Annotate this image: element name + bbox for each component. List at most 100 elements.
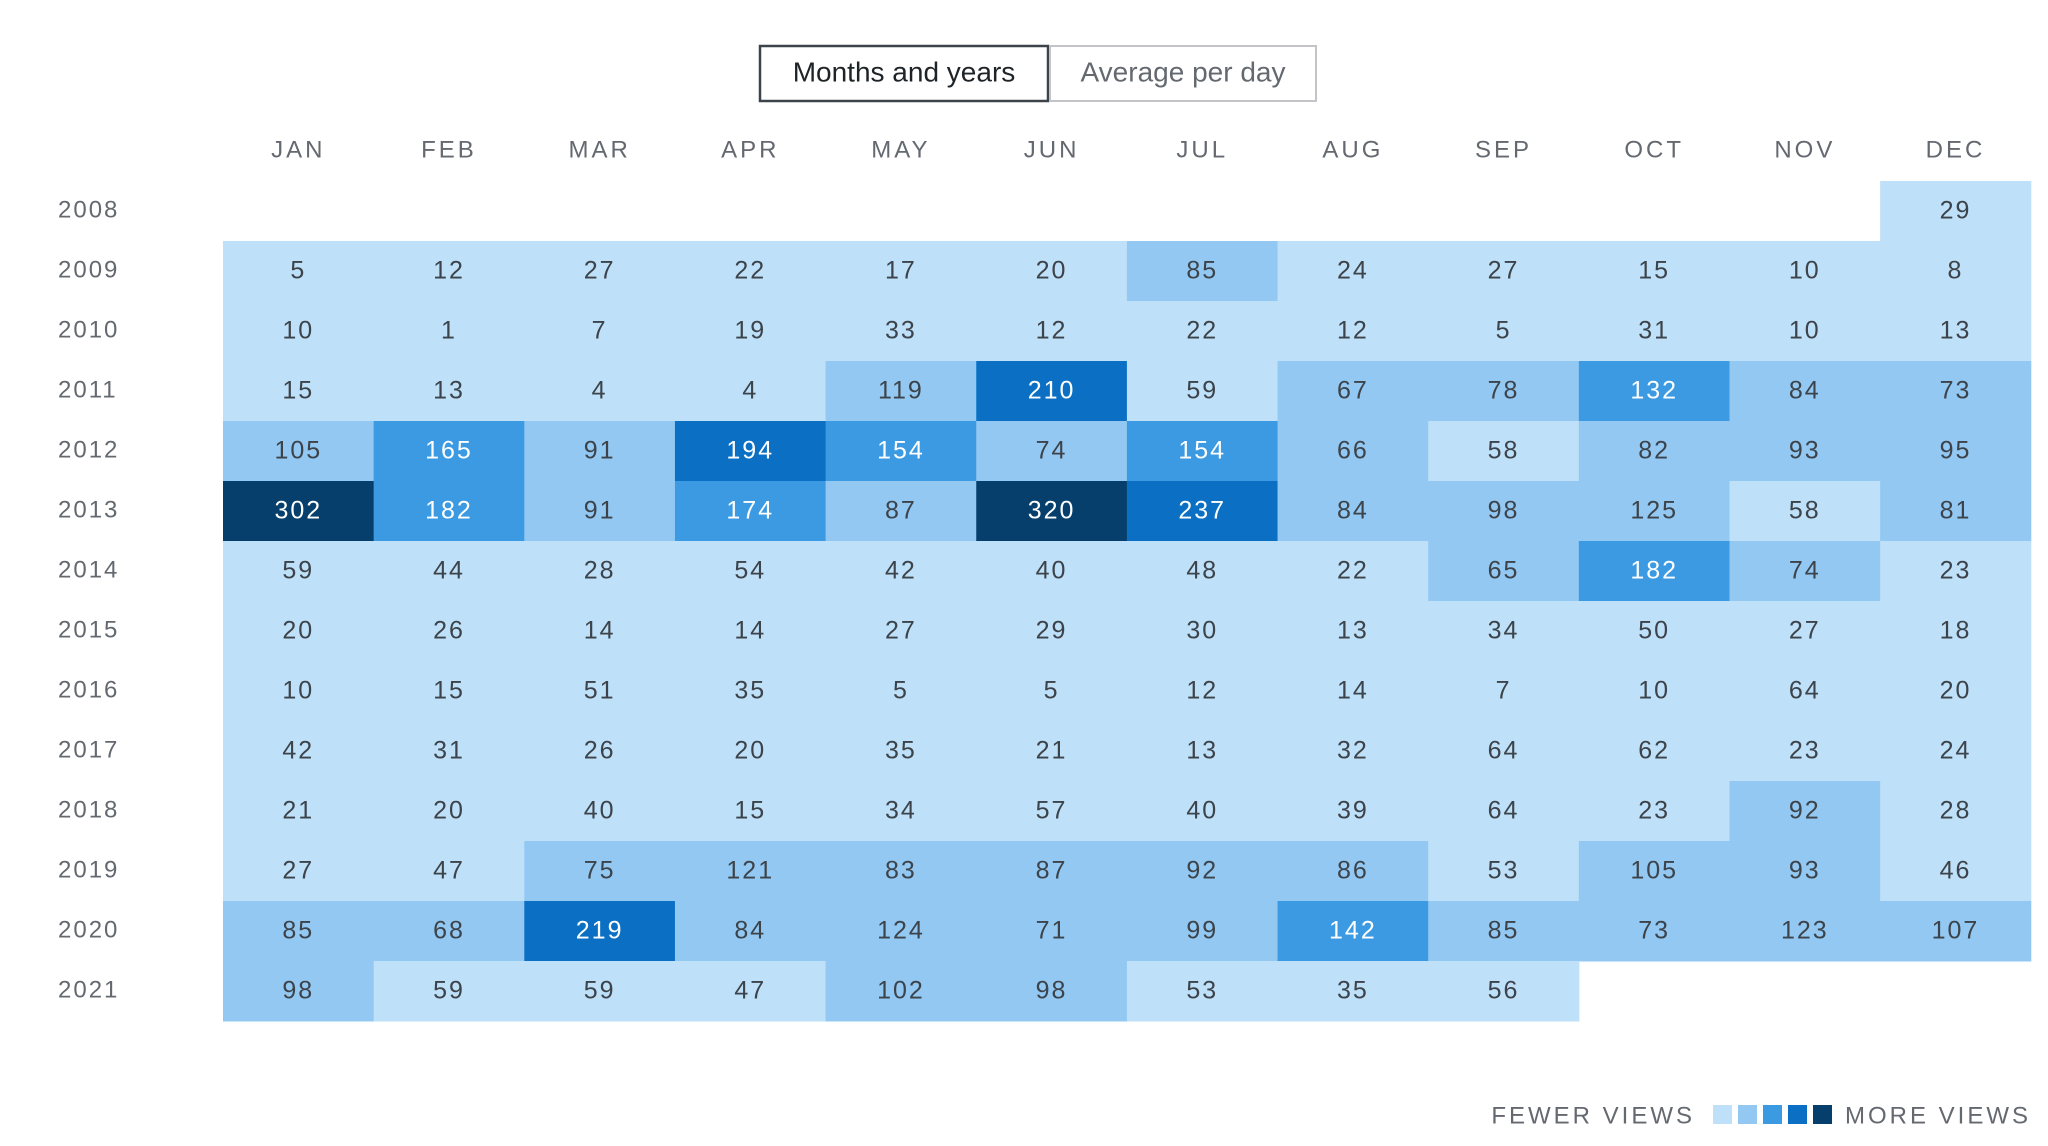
cell-value: 10 — [1638, 677, 1670, 705]
cell — [1277, 661, 1429, 722]
cell — [976, 661, 1128, 722]
cell-value: 237 — [1178, 497, 1226, 525]
cell-value: 47 — [433, 857, 465, 885]
cell — [1277, 901, 1429, 962]
cell-value: 132 — [1630, 377, 1678, 405]
cell-value: 64 — [1789, 677, 1821, 705]
legend-swatch — [1763, 1105, 1782, 1124]
cell-value: 7 — [1496, 677, 1512, 705]
cell-value: 68 — [433, 917, 465, 945]
cell-value: 121 — [726, 857, 774, 885]
cell — [1428, 361, 1580, 422]
cell — [1126, 421, 1279, 482]
cell-value: 165 — [425, 437, 473, 465]
cell-value: 66 — [1337, 437, 1369, 465]
cell-value: 10 — [1789, 257, 1821, 285]
cell — [223, 601, 375, 662]
cell — [825, 781, 977, 842]
cell — [1729, 241, 1881, 302]
cell-value: 86 — [1337, 857, 1369, 885]
cell-value: 4 — [592, 377, 608, 405]
legend-high: MORE VIEWS — [1845, 1102, 2031, 1129]
cell — [674, 361, 827, 422]
cell-value: 27 — [1789, 617, 1821, 645]
cell — [1578, 901, 1730, 962]
cell-value: 102 — [877, 977, 925, 1005]
cell-value: 13 — [1940, 317, 1972, 345]
cell — [674, 781, 827, 842]
cell-value: 21 — [1036, 737, 1068, 765]
cell-value: 64 — [1488, 737, 1520, 765]
cell — [1126, 961, 1279, 1022]
cell — [223, 541, 375, 602]
cell — [1126, 781, 1279, 842]
cell-value: 54 — [734, 557, 766, 585]
year-label: 2014 — [58, 556, 119, 583]
cell-value: 91 — [584, 497, 616, 525]
cell-value: 12 — [1036, 317, 1068, 345]
cell — [976, 361, 1128, 422]
cell — [1578, 601, 1730, 662]
cell-value: 73 — [1638, 917, 1670, 945]
cell-value: 87 — [885, 497, 917, 525]
cell-value: 15 — [282, 377, 314, 405]
cell-value: 142 — [1329, 917, 1377, 945]
cell-value: 31 — [1638, 317, 1670, 345]
tab[interactable] — [758, 44, 1050, 103]
cell — [223, 961, 375, 1022]
tab-label[interactable]: Average per day — [1081, 56, 1286, 87]
cell-value: 92 — [1789, 797, 1821, 825]
cell-value: 84 — [1789, 377, 1821, 405]
cell — [1729, 541, 1881, 602]
cell — [1126, 481, 1279, 542]
tab-label[interactable]: Months and years — [793, 56, 1016, 87]
cell-value: 51 — [584, 677, 616, 705]
year-label: 2011 — [58, 376, 118, 403]
cell — [1880, 241, 2032, 302]
cell-value: 12 — [1186, 677, 1218, 705]
cell — [1729, 901, 1881, 962]
cell-value: 74 — [1789, 557, 1821, 585]
cell — [1729, 721, 1881, 782]
cell-value: 92 — [1186, 857, 1218, 885]
cell — [524, 421, 676, 482]
cell — [1428, 481, 1580, 542]
cell — [1880, 361, 2032, 422]
month-label: SEP — [1475, 136, 1532, 163]
cell — [1126, 841, 1279, 902]
cell-value: 12 — [1337, 317, 1369, 345]
cell-value: 194 — [726, 437, 774, 465]
cell-value: 47 — [734, 977, 766, 1005]
month-label: JUN — [1024, 136, 1080, 163]
cell-value: 20 — [1940, 677, 1972, 705]
cell — [1428, 601, 1580, 662]
cell-value: 78 — [1488, 377, 1520, 405]
cell — [1126, 301, 1279, 362]
cell-value: 27 — [584, 257, 616, 285]
cell-value: 26 — [584, 737, 616, 765]
cell — [1428, 301, 1580, 362]
cell-value: 98 — [1036, 977, 1068, 1005]
cell — [1880, 661, 2032, 722]
cell-value: 56 — [1488, 977, 1520, 1005]
cell-value: 31 — [433, 737, 465, 765]
cell-value: 18 — [1940, 617, 1972, 645]
year-label: 2008 — [58, 196, 119, 223]
cell-value: 85 — [1488, 917, 1520, 945]
cell — [674, 421, 827, 482]
cell — [524, 361, 676, 422]
cell-value: 13 — [433, 377, 465, 405]
cell — [1578, 841, 1730, 902]
cell-value: 219 — [576, 917, 624, 945]
cell-value: 27 — [1488, 257, 1520, 285]
cell — [825, 901, 977, 962]
cell — [1277, 541, 1429, 602]
tab[interactable] — [1049, 45, 1317, 102]
cell-value: 8 — [1948, 257, 1964, 285]
cell-value: 19 — [734, 317, 766, 345]
legend-swatch — [1813, 1105, 1832, 1124]
cell — [825, 961, 977, 1022]
cell-value: 5 — [1496, 317, 1512, 345]
cell — [524, 781, 676, 842]
cell — [223, 361, 375, 422]
